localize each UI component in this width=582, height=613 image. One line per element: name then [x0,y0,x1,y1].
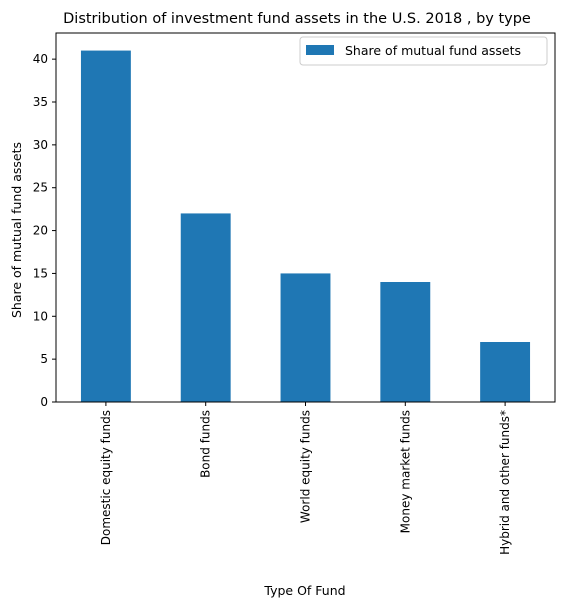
y-tick-label: 20 [33,224,48,238]
x-tick-label: Money market funds [398,410,412,533]
y-tick-label: 35 [33,95,48,109]
bar [80,50,131,402]
y-tick-label: 5 [40,352,48,366]
y-tick-label: 40 [33,52,48,66]
y-tick-label: 30 [33,138,48,152]
y-tick-label: 25 [33,181,48,195]
legend-swatch [306,45,334,55]
legend-label: Share of mutual fund assets [345,43,521,58]
y-tick-label: 10 [33,309,48,323]
y-tick-label: 15 [33,266,48,280]
bar [380,282,431,402]
plot-area: 0 5 10 15 20 25 30 35 40 Domestic equity funds Bon… [33,32,556,555]
x-axis-label: Type Of Fund [263,583,345,598]
legend: Share of mutual fund assets [299,36,548,66]
x-tick-label: Domestic equity funds [99,410,113,545]
y-tick-label: 0 [40,395,48,409]
legend-frame [299,36,548,66]
bar [480,342,531,402]
bar [280,273,331,402]
bar [180,213,231,402]
x-tick-label: Hybrid and other funds* [498,410,512,555]
chart-title: Distribution of investment fund assets i… [63,11,531,27]
x-tick-label: World equity funds [299,410,313,523]
y-axis-label: Share of mutual fund assets [9,142,24,318]
x-tick-label: Bond funds [199,410,213,478]
